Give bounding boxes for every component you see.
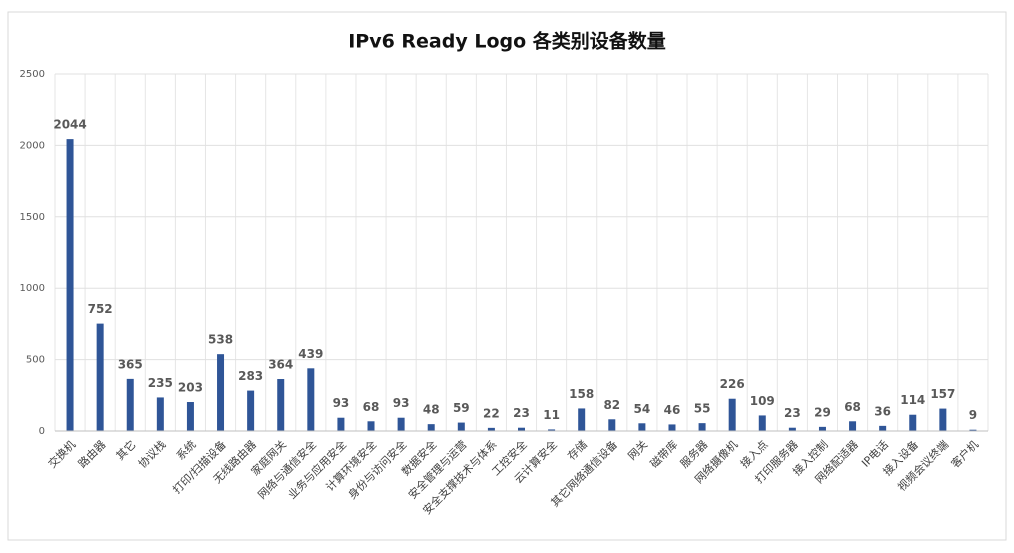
value-label: 157	[930, 387, 955, 401]
bar	[277, 379, 285, 431]
bar	[879, 425, 887, 431]
y-tick-label: 1000	[20, 283, 45, 294]
bar	[186, 402, 194, 431]
value-label: 109	[750, 394, 775, 408]
bar	[397, 417, 405, 431]
value-label: 54	[634, 402, 651, 416]
bar	[427, 424, 435, 431]
bar	[96, 323, 104, 431]
value-label: 439	[298, 347, 323, 361]
bar	[638, 423, 646, 431]
bar	[337, 417, 345, 431]
value-label: 538	[208, 333, 233, 347]
value-label: 11	[543, 408, 560, 422]
y-tick-label: 0	[39, 426, 45, 437]
y-tick-label: 2500	[20, 69, 45, 80]
bar	[518, 427, 525, 431]
bar	[578, 408, 586, 431]
bar	[247, 390, 255, 431]
bar	[788, 427, 796, 431]
value-label: 364	[268, 358, 293, 372]
value-label: 752	[88, 302, 113, 316]
value-label: 203	[178, 381, 203, 395]
value-label: 23	[784, 406, 801, 420]
bar	[367, 421, 375, 431]
chart-frame	[7, 11, 1007, 541]
bar	[728, 398, 736, 431]
value-label: 158	[569, 387, 594, 401]
bar	[548, 429, 556, 431]
y-tick-label: 500	[26, 355, 45, 366]
value-label: 114	[900, 393, 925, 407]
bar	[698, 423, 706, 431]
bar	[156, 397, 164, 431]
bar	[66, 139, 74, 431]
bar	[126, 378, 134, 431]
bar	[457, 422, 465, 431]
bar	[818, 426, 826, 431]
bar	[849, 421, 857, 431]
bar	[939, 408, 947, 431]
value-label: 283	[238, 369, 263, 383]
value-label: 68	[844, 400, 861, 414]
value-label: 82	[603, 398, 620, 412]
value-label: 48	[423, 403, 440, 417]
value-label: 22	[483, 406, 500, 420]
y-tick-label: 1500	[20, 212, 45, 223]
value-label: 93	[393, 396, 410, 410]
bar	[487, 427, 495, 431]
value-label: 235	[148, 376, 173, 390]
value-label: 68	[363, 400, 380, 414]
bar	[909, 414, 917, 431]
value-label: 93	[333, 396, 350, 410]
value-label: 2044	[53, 118, 86, 132]
value-label: 23	[513, 406, 530, 420]
value-label: 9	[969, 408, 977, 422]
bar	[668, 424, 676, 431]
chart-title: IPv6 Ready Logo 各类别设备数量	[348, 30, 666, 53]
value-label: 36	[874, 404, 891, 418]
value-label: 29	[814, 405, 831, 419]
value-label: 59	[453, 401, 470, 415]
value-label: 55	[694, 402, 711, 416]
bar	[307, 368, 315, 431]
value-label: 46	[664, 403, 681, 417]
bar	[969, 429, 977, 431]
bar	[608, 419, 616, 431]
bar	[217, 354, 225, 431]
y-tick-label: 2000	[20, 140, 45, 151]
value-label: 226	[720, 377, 745, 391]
value-label: 365	[118, 357, 143, 371]
bar	[758, 415, 766, 431]
